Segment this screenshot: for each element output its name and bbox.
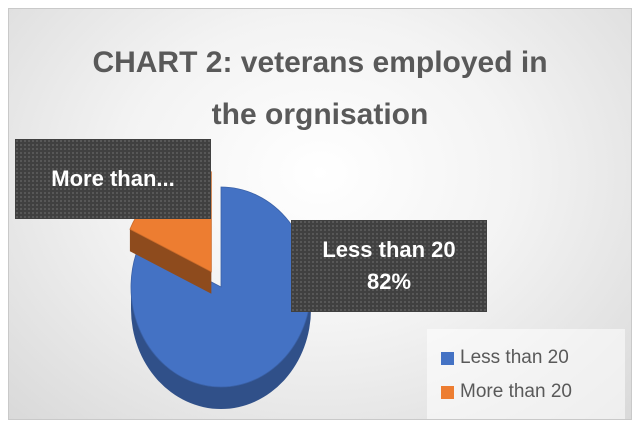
pie-slice-edge-more-than-20-1	[129, 229, 212, 294]
legend-swatch-less-than-20	[441, 351, 454, 365]
chart-title: CHART 2: veterans employed in the orgnis…	[9, 37, 631, 141]
legend-label-less-than-20: Less than 20	[460, 347, 569, 368]
chart-area: CHART 2: veterans employed in the orgnis…	[8, 8, 632, 420]
data-label-more-than-20-text: More than...	[51, 166, 175, 191]
chart-legend: Less than 20 More than 20	[427, 329, 625, 419]
legend-swatch-more-than-20	[441, 385, 454, 399]
data-label-less-than-20: Less than 20 82%	[291, 220, 487, 312]
chart-title-line-2: the orgnisation	[211, 98, 429, 131]
legend-item-more-than-20: More than 20	[441, 377, 572, 407]
data-label-less-than-20-category: Less than 20	[322, 237, 456, 262]
data-label-more-than-20: More than...	[15, 139, 211, 219]
legend-label-more-than-20: More than 20	[460, 381, 572, 402]
legend-item-less-than-20: Less than 20	[441, 343, 569, 373]
pie-slice-less-than-20	[130, 186, 312, 409]
chart-title-line-1: CHART 2: veterans employed in	[92, 46, 548, 79]
pie-slice-side-less-than-20	[131, 287, 311, 409]
pie-chart	[129, 171, 312, 409]
pie-slice-top-less-than-20	[130, 186, 312, 388]
data-label-less-than-20-percent: 82%	[366, 269, 412, 294]
